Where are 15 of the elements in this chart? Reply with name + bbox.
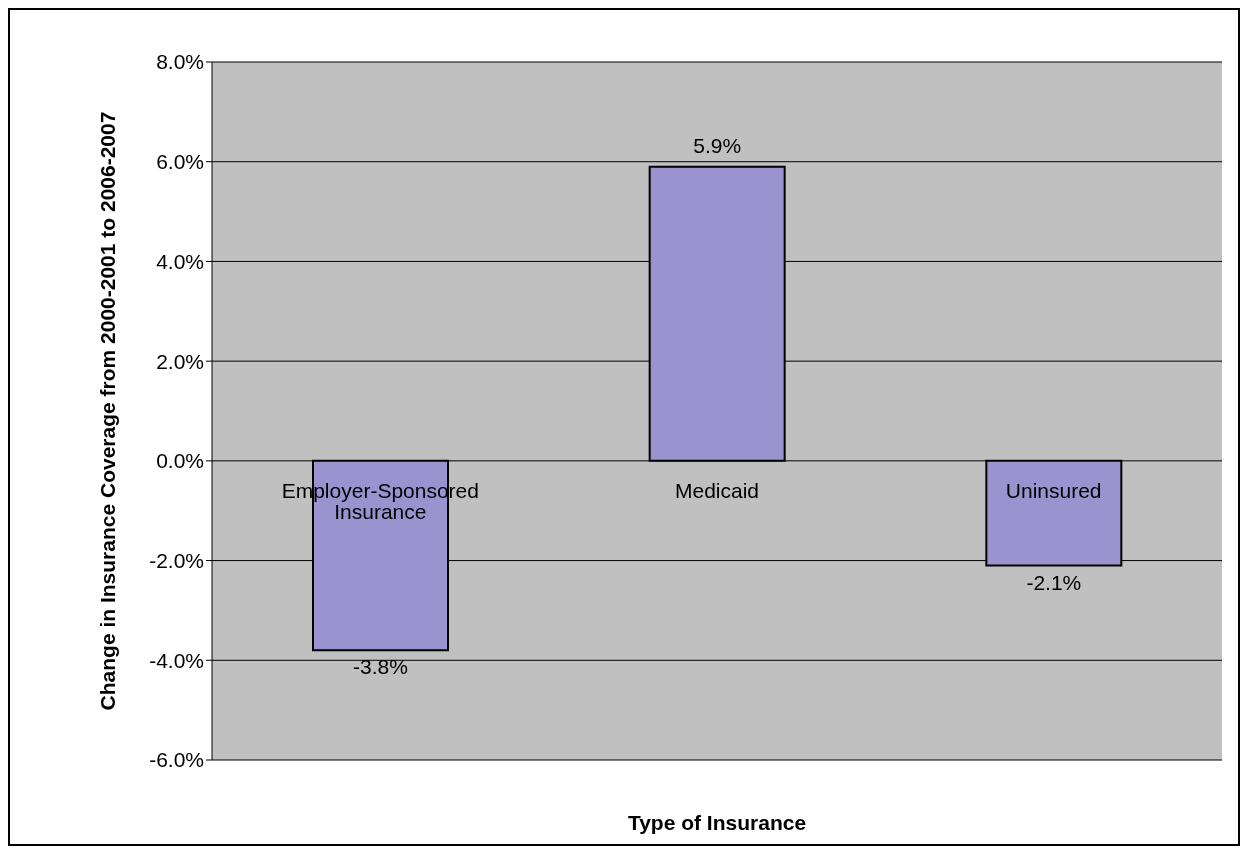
y-tick-label: 2.0% xyxy=(156,349,204,373)
y-tick-label: -6.0% xyxy=(149,748,204,772)
x-axis-title: Type of Insurance xyxy=(627,811,807,834)
y-tick-label: 4.0% xyxy=(156,249,204,273)
y-tick-label: -2.0% xyxy=(149,549,204,573)
x-tick-label: Medicaid xyxy=(674,478,760,502)
x-tick-label: Uninsured xyxy=(1005,478,1102,502)
data-label: -3.8% xyxy=(353,655,408,679)
y-tick-label: 8.0% xyxy=(156,50,204,74)
y-tick-label: -4.0% xyxy=(149,648,204,672)
y-tick-label: 0.0% xyxy=(156,449,204,473)
data-label: -2.1% xyxy=(1026,570,1082,594)
y-tick-label: 6.0% xyxy=(156,150,204,174)
data-label: 5.9% xyxy=(693,133,742,157)
y-axis-title: Change in Insurance Coverage from 2000-2001 to 2006-2007 xyxy=(95,110,120,713)
